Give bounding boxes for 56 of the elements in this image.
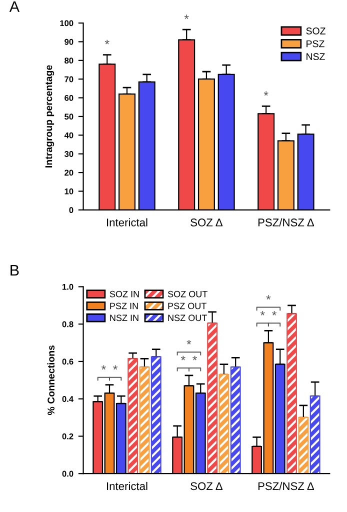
y-tick-label: 0.2	[62, 433, 74, 440]
text: *	[184, 14, 189, 20]
bar	[218, 374, 230, 474]
annotation: *	[192, 356, 198, 360]
y-tick-label: 40	[64, 132, 74, 138]
annotation: *	[101, 365, 106, 370]
y-tick-label: 0.0	[62, 470, 74, 477]
bar	[310, 395, 320, 474]
x-tick-label: SOZ Δ	[190, 218, 222, 226]
bar	[128, 358, 138, 474]
legend-label: PSZ	[306, 40, 324, 48]
bar	[286, 313, 297, 474]
legend-label: SOZ IN	[110, 290, 139, 298]
y-axis-title: % Connections	[47, 345, 54, 416]
y-tick-label: 1.0	[62, 284, 74, 290]
x-tick-label: PSZ/NSZ Δ	[258, 482, 314, 490]
y-tick-label: 90	[64, 38, 74, 45]
bar	[298, 416, 309, 474]
annotation: *	[260, 311, 265, 316]
annotation: *	[272, 311, 277, 316]
x-tick-label: Interictal	[107, 218, 148, 226]
legend-label: SOZ OUT	[168, 290, 208, 298]
y-tick-label: 30	[64, 151, 74, 157]
y-tick-label: 20	[64, 170, 74, 176]
y-tick-label: 50	[64, 114, 74, 120]
y-tick-label: 70	[64, 76, 74, 82]
bar	[139, 366, 150, 474]
y-tick-label: 10	[64, 188, 74, 194]
annotation: *	[266, 295, 271, 300]
y-tick-label: 100	[60, 20, 74, 26]
bar	[150, 356, 162, 474]
legend-label: PSZ IN	[110, 302, 138, 310]
annotation: *	[104, 40, 110, 44]
annotation: *	[113, 365, 118, 370]
y-axis-title: Intragroup percentage	[45, 65, 54, 168]
annotation: *	[264, 91, 268, 96]
chart-title: A	[9, 1, 20, 12]
x-tick-label: PSZ/NSZ Δ	[258, 218, 314, 226]
x-tick-label: SOZ Δ	[190, 482, 222, 490]
y-tick-label: 60	[64, 94, 74, 101]
y-tick-label: 0	[69, 207, 74, 214]
y-tick-label: 0.6	[62, 358, 74, 365]
legend-label: NSZ	[306, 53, 325, 60]
annotation: *	[186, 340, 192, 344]
bar	[207, 322, 218, 474]
legend-label: PSZ OUT	[168, 302, 206, 310]
y-tick-label: 80	[64, 58, 74, 64]
y-tick-label: 0.4	[62, 396, 74, 402]
bar	[230, 366, 241, 474]
legend-label: NSZ OUT	[168, 314, 207, 322]
x-tick-label: Interictal	[107, 482, 148, 490]
chart-title: B	[10, 264, 19, 276]
legend-label: SOZ	[306, 28, 326, 34]
y-tick-label: 0.8	[62, 321, 74, 328]
annotation: *	[180, 356, 186, 360]
legend-label: NSZ IN	[110, 314, 138, 322]
